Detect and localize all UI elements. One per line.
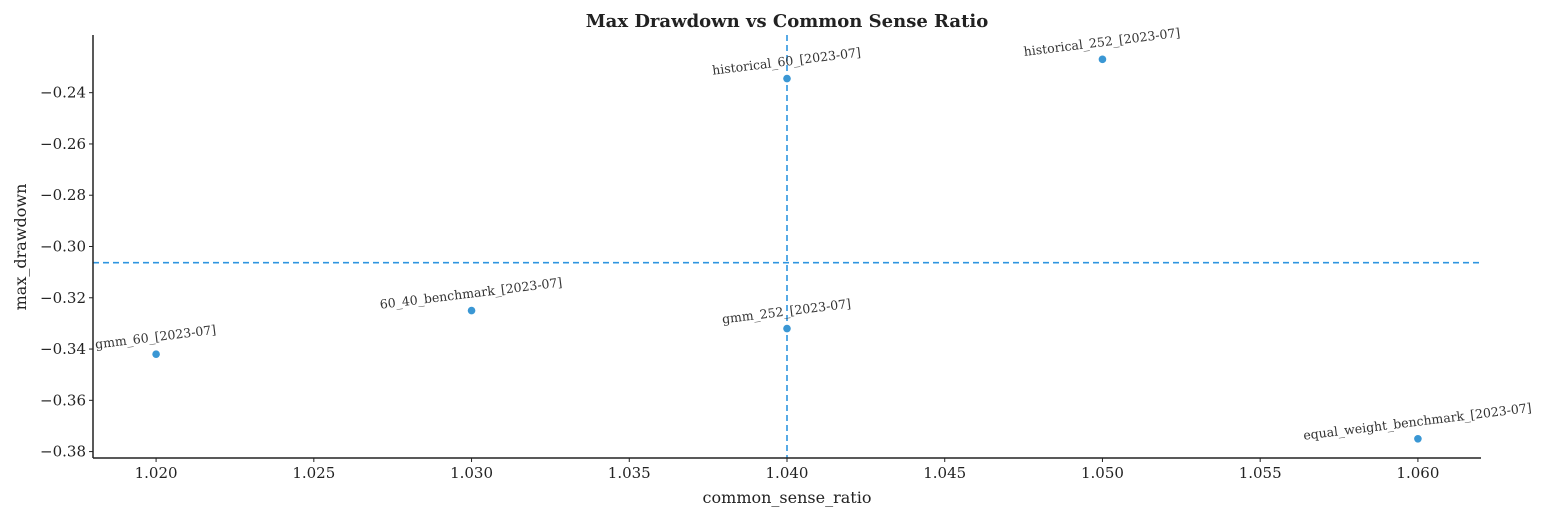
point-label: gmm_60_[2023-07] (94, 322, 217, 352)
x-tick-label: 1.050 (1081, 464, 1124, 482)
x-ticks: 1.020 1.025 1.030 1.035 1.040 1.045 1.050 1.055… (135, 458, 1439, 482)
data-point (1414, 434, 1422, 443)
data-point (467, 306, 476, 315)
x-tick-label: 1.045 (923, 464, 966, 482)
x-axis-label: common_sense_ratio (703, 488, 872, 507)
x-tick-label: 1.060 (1396, 464, 1439, 482)
y-tick-label: −0.34 (40, 340, 86, 358)
y-tick-label: −0.36 (40, 391, 86, 409)
point-labels: gmm_60_[2023-07] 60_40_benchmark_[2023-07… (94, 25, 1532, 443)
data-point (783, 324, 791, 333)
point-label: historical_252_[2023-07] (1023, 25, 1181, 59)
data-points (152, 55, 1422, 443)
y-tick-label: −0.28 (40, 186, 86, 204)
data-point (152, 350, 160, 358)
x-tick-label: 1.020 (135, 464, 178, 482)
point-label: 60_40_benchmark_[2023-07] (379, 274, 563, 311)
x-tick-label: 1.025 (292, 464, 335, 482)
data-point (1098, 55, 1107, 64)
reference-lines (93, 35, 1481, 458)
y-tick-label: −0.24 (40, 84, 86, 102)
y-tick-label: −0.32 (40, 289, 86, 307)
x-tick-label: 1.030 (450, 464, 493, 482)
x-tick-label: 1.040 (766, 464, 809, 482)
data-point (783, 74, 791, 83)
y-ticks: −0.24 −0.26 −0.28 −0.30 −0.32 −0.34 −0.36 −0.38 (40, 84, 93, 461)
x-tick-label: 1.055 (1239, 464, 1282, 482)
y-tick-label: −0.26 (40, 135, 86, 153)
x-tick-label: 1.035 (608, 464, 651, 482)
y-tick-label: −0.38 (40, 443, 86, 461)
y-axis-label: max_drawdown (11, 184, 30, 311)
chart-title: Max Drawdown vs Common Sense Ratio (586, 11, 989, 32)
y-tick-label: −0.30 (40, 238, 86, 256)
